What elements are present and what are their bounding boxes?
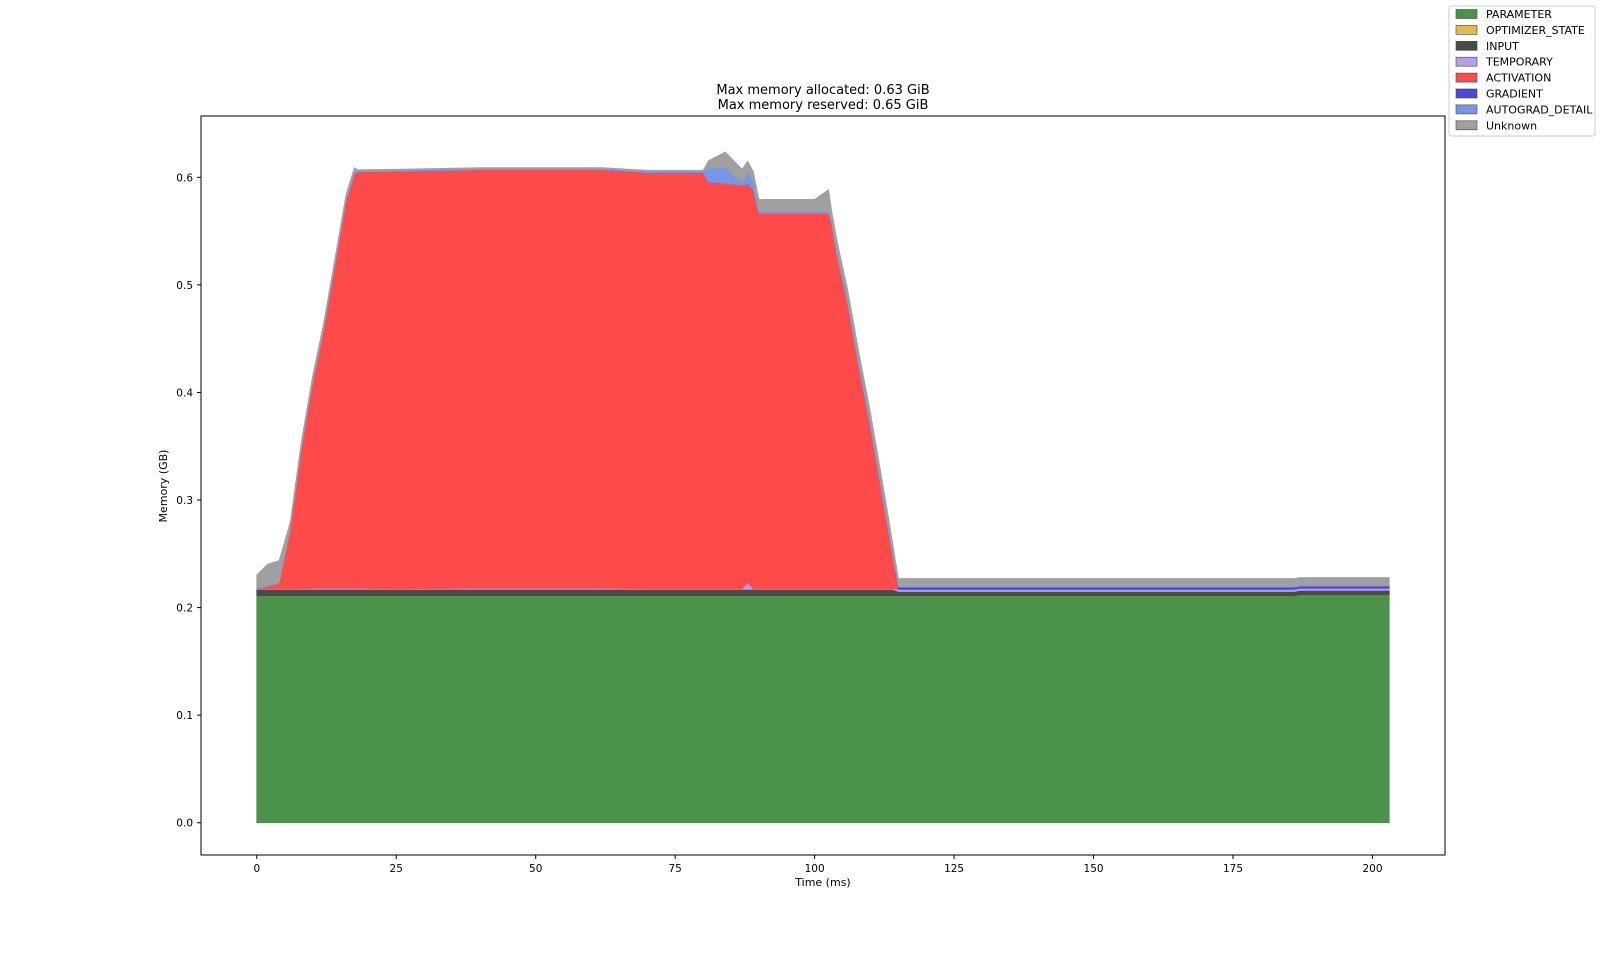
legend-item-label: PARAMETER (1486, 8, 1552, 21)
x-tick-label: 100 (805, 863, 825, 875)
y-tick-label: 0.3 (176, 495, 193, 507)
area-series-unknown (256, 151, 1390, 589)
legend-swatch (1455, 9, 1478, 19)
plot-frame (200, 115, 1446, 856)
legend-swatch (1455, 56, 1478, 67)
x-axis-ticks: 0 25 50 75 100 125 150 175 200 (253, 855, 1383, 875)
legend-item-label: GRADIENT (1486, 88, 1543, 101)
x-tick-label: 0 (253, 863, 260, 875)
legend-item-label: INPUT (1486, 40, 1519, 53)
legend-swatch (1455, 72, 1478, 83)
legend-swatch (1455, 120, 1478, 131)
legend: PARAMETER OPTIMIZER_STATE INPUT TEMPORARY AC… (1448, 5, 1596, 137)
legend-item-label: TEMPORARY (1485, 56, 1553, 69)
legend-item-label: Unknown (1486, 119, 1537, 132)
y-tick-label: 0.1 (176, 710, 193, 722)
legend-frame (1448, 5, 1596, 137)
x-tick-label: 150 (1084, 863, 1104, 875)
legend-swatch (1455, 104, 1478, 115)
area-series-activation (256, 169, 1390, 590)
y-tick-label: 0.2 (176, 603, 193, 615)
x-tick-label: 75 (668, 863, 681, 875)
stacked-areas (256, 151, 1390, 824)
y-tick-label: 0.4 (176, 387, 193, 399)
x-tick-label: 200 (1362, 863, 1382, 875)
y-tick-label: 0.5 (176, 280, 193, 292)
y-axis-label: Memory (GB) (157, 450, 170, 523)
chart-title-line-1: Max memory allocated: 0.63 GiB (716, 83, 929, 98)
y-tick-label: 0.0 (176, 818, 193, 830)
chart-title-line-2: Max memory reserved: 0.65 GiB (718, 98, 929, 113)
x-tick-label: 175 (1223, 863, 1243, 875)
y-axis-ticks: 0.0 0.1 0.2 0.3 0.4 0.5 0.6 (176, 172, 201, 830)
legend-item-label: OPTIMIZER_STATE (1486, 24, 1585, 37)
x-tick-label: 25 (390, 863, 403, 875)
legend-item-label: AUTOGRAD_DETAIL (1486, 103, 1593, 116)
legend-swatch (1455, 40, 1478, 51)
x-tick-label: 125 (944, 863, 964, 875)
x-tick-label: 50 (529, 863, 542, 875)
area-series-parameter (256, 594, 1390, 824)
x-axis-label: Time (ms) (794, 876, 850, 889)
y-tick-label: 0.6 (176, 172, 193, 184)
legend-swatch (1455, 88, 1478, 99)
legend-item-label: ACTIVATION (1486, 72, 1551, 85)
legend-swatch (1455, 25, 1478, 35)
